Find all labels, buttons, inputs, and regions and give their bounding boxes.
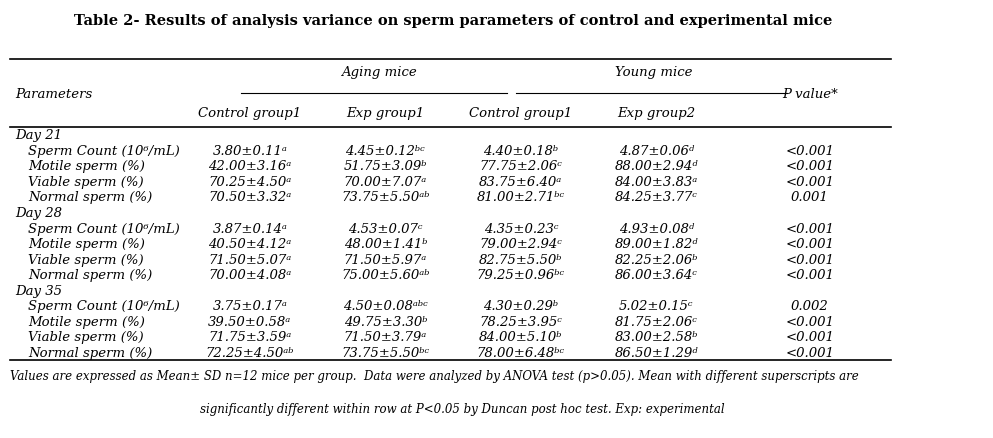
Text: 71.50±3.79ᵃ: 71.50±3.79ᵃ (344, 331, 427, 344)
Text: <0.001: <0.001 (785, 222, 834, 235)
Text: 79.25±0.96ᵇᶜ: 79.25±0.96ᵇᶜ (477, 268, 565, 282)
Text: Young mice: Young mice (616, 66, 693, 79)
Text: 70.00±4.08ᵃ: 70.00±4.08ᵃ (209, 268, 291, 282)
Text: Exp group2: Exp group2 (618, 106, 695, 120)
Text: 81.75±2.06ᶜ: 81.75±2.06ᶜ (615, 315, 698, 328)
Text: 0.002: 0.002 (791, 300, 829, 313)
Text: <0.001: <0.001 (785, 346, 834, 359)
Text: 88.00±2.94ᵈ: 88.00±2.94ᵈ (615, 160, 698, 173)
Text: 83.75±6.40ᵃ: 83.75±6.40ᵃ (480, 176, 562, 188)
Text: Values are expressed as Mean± SD n=12 mice per group.  Data were analyzed by ANO: Values are expressed as Mean± SD n=12 mi… (10, 369, 859, 382)
Text: Sperm Count (10⁶/mL): Sperm Count (10⁶/mL) (29, 222, 181, 235)
Text: Aging mice: Aging mice (341, 66, 416, 79)
Text: 75.00±5.60ᵃᵇ: 75.00±5.60ᵃᵇ (341, 268, 430, 282)
Text: 4.30±0.29ᵇ: 4.30±0.29ᵇ (484, 300, 558, 313)
Text: <0.001: <0.001 (785, 176, 834, 188)
Text: 40.50±4.12ᵃ: 40.50±4.12ᵃ (209, 237, 291, 251)
Text: 82.75±5.50ᵇ: 82.75±5.50ᵇ (479, 253, 563, 266)
Text: 39.50±0.58ᵃ: 39.50±0.58ᵃ (209, 315, 291, 328)
Text: 4.45±0.12ᵇᶜ: 4.45±0.12ᵇᶜ (346, 145, 425, 157)
Text: 71.50±5.07ᵃ: 71.50±5.07ᵃ (209, 253, 291, 266)
Text: 70.00±7.07ᵃ: 70.00±7.07ᵃ (344, 176, 427, 188)
Text: Table 2- Results of analysis variance on sperm parameters of control and experim: Table 2- Results of analysis variance on… (73, 14, 832, 28)
Text: Viable sperm (%): Viable sperm (%) (29, 331, 144, 344)
Text: Control group1: Control group1 (470, 106, 572, 120)
Text: 84.00±5.10ᵇ: 84.00±5.10ᵇ (479, 331, 563, 344)
Text: 86.00±3.64ᶜ: 86.00±3.64ᶜ (615, 268, 698, 282)
Text: Control group1: Control group1 (199, 106, 301, 120)
Text: 78.25±3.95ᶜ: 78.25±3.95ᶜ (480, 315, 562, 328)
Text: 78.00±6.48ᵇᶜ: 78.00±6.48ᵇᶜ (477, 346, 565, 359)
Text: 4.50±0.08ᵃᵇᶜ: 4.50±0.08ᵃᵇᶜ (343, 300, 428, 313)
Text: Day 28: Day 28 (15, 206, 62, 219)
Text: Day 21: Day 21 (15, 129, 62, 142)
Text: 70.25±4.50ᵃ: 70.25±4.50ᵃ (209, 176, 291, 188)
Text: Normal sperm (%): Normal sperm (%) (29, 268, 153, 282)
Text: 3.80±0.11ᵃ: 3.80±0.11ᵃ (213, 145, 287, 157)
Text: 4.40±0.18ᵇ: 4.40±0.18ᵇ (484, 145, 558, 157)
Text: 4.35±0.23ᶜ: 4.35±0.23ᶜ (484, 222, 558, 235)
Text: <0.001: <0.001 (785, 237, 834, 251)
Text: <0.001: <0.001 (785, 160, 834, 173)
Text: Day 35: Day 35 (15, 284, 62, 297)
Text: 3.87±0.14ᵃ: 3.87±0.14ᵃ (213, 222, 287, 235)
Text: 49.75±3.30ᵇ: 49.75±3.30ᵇ (344, 315, 427, 328)
Text: <0.001: <0.001 (785, 268, 834, 282)
Text: 73.75±5.50ᵃᵇ: 73.75±5.50ᵃᵇ (341, 191, 430, 204)
Text: 71.50±5.97ᵃ: 71.50±5.97ᵃ (344, 253, 427, 266)
Text: 73.75±5.50ᵇᶜ: 73.75±5.50ᵇᶜ (342, 346, 429, 359)
Text: Motile sperm (%): Motile sperm (%) (29, 237, 145, 251)
Text: 89.00±1.82ᵈ: 89.00±1.82ᵈ (615, 237, 698, 251)
Text: Sperm Count (10⁶/mL): Sperm Count (10⁶/mL) (29, 145, 181, 157)
Text: 4.93±0.08ᵈ: 4.93±0.08ᵈ (619, 222, 694, 235)
Text: Normal sperm (%): Normal sperm (%) (29, 346, 153, 359)
Text: <0.001: <0.001 (785, 145, 834, 157)
Text: 0.001: 0.001 (791, 191, 829, 204)
Text: 3.75±0.17ᵃ: 3.75±0.17ᵃ (213, 300, 287, 313)
Text: Motile sperm (%): Motile sperm (%) (29, 160, 145, 173)
Text: <0.001: <0.001 (785, 331, 834, 344)
Text: 70.50±3.32ᵃ: 70.50±3.32ᵃ (209, 191, 291, 204)
Text: Sperm Count (10⁶/mL): Sperm Count (10⁶/mL) (29, 300, 181, 313)
Text: 83.00±2.58ᵇ: 83.00±2.58ᵇ (615, 331, 698, 344)
Text: 82.25±2.06ᵇ: 82.25±2.06ᵇ (615, 253, 698, 266)
Text: 77.75±2.06ᶜ: 77.75±2.06ᶜ (480, 160, 562, 173)
Text: 4.87±0.06ᵈ: 4.87±0.06ᵈ (619, 145, 694, 157)
Text: Exp group1: Exp group1 (347, 106, 424, 120)
Text: 86.50±1.29ᵈ: 86.50±1.29ᵈ (615, 346, 698, 359)
Text: 51.75±3.09ᵇ: 51.75±3.09ᵇ (344, 160, 427, 173)
Text: P value*: P value* (782, 88, 838, 100)
Text: 84.00±3.83ᵃ: 84.00±3.83ᵃ (615, 176, 698, 188)
Text: Viable sperm (%): Viable sperm (%) (29, 176, 144, 188)
Text: 81.00±2.71ᵇᶜ: 81.00±2.71ᵇᶜ (477, 191, 565, 204)
Text: <0.001: <0.001 (785, 253, 834, 266)
Text: 48.00±1.41ᵇ: 48.00±1.41ᵇ (344, 237, 427, 251)
Text: 72.25±4.50ᵃᵇ: 72.25±4.50ᵃᵇ (206, 346, 294, 359)
Text: Normal sperm (%): Normal sperm (%) (29, 191, 153, 204)
Text: Motile sperm (%): Motile sperm (%) (29, 315, 145, 328)
Text: significantly different within row at P<0.05 by Duncan post hoc test. Exp: exper: significantly different within row at P<… (201, 402, 725, 415)
Text: 84.25±3.77ᶜ: 84.25±3.77ᶜ (615, 191, 698, 204)
Text: 79.00±2.94ᶜ: 79.00±2.94ᶜ (480, 237, 562, 251)
Text: 5.02±0.15ᶜ: 5.02±0.15ᶜ (619, 300, 693, 313)
Text: 71.75±3.59ᵃ: 71.75±3.59ᵃ (209, 331, 291, 344)
Text: 42.00±3.16ᵃ: 42.00±3.16ᵃ (209, 160, 291, 173)
Text: 4.53±0.07ᶜ: 4.53±0.07ᶜ (349, 222, 423, 235)
Text: Viable sperm (%): Viable sperm (%) (29, 253, 144, 266)
Text: Parameters: Parameters (15, 88, 92, 100)
Text: <0.001: <0.001 (785, 315, 834, 328)
